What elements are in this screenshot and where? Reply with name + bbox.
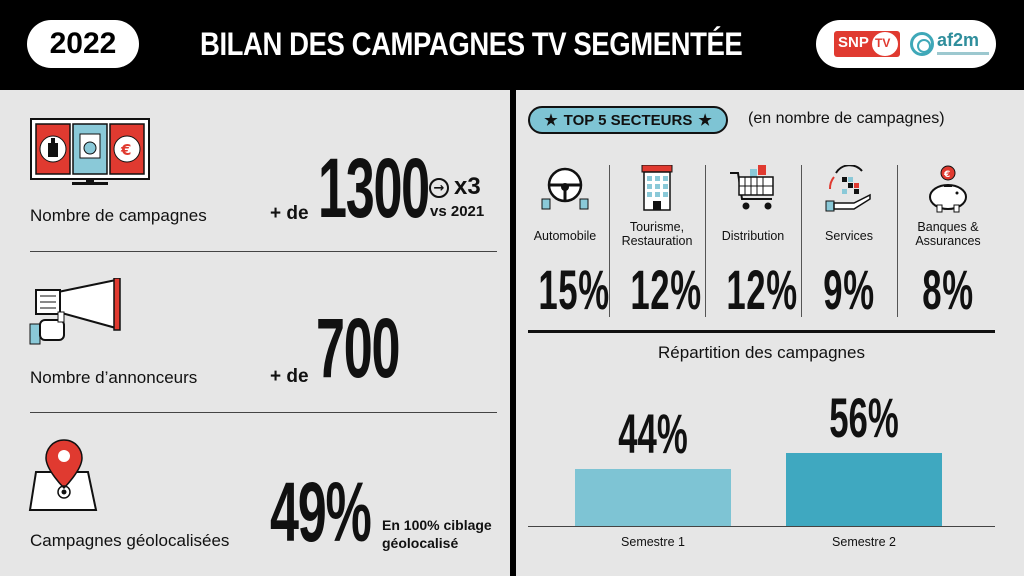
sector-pct: 15%	[538, 258, 610, 321]
header: 2022 BILAN DES CAMPAGNES TV SEGMENTÉE SN…	[0, 0, 1024, 90]
advertisers-value: 700	[316, 301, 400, 395]
bar-category-label: Semestre 1	[621, 535, 685, 549]
sector-distribution: Distribution 12%	[710, 165, 797, 321]
divider	[30, 412, 497, 413]
bar-value-label: 44%	[618, 401, 688, 465]
chart-baseline	[528, 526, 995, 527]
geolocated-value: 49%	[270, 465, 372, 559]
divider	[897, 165, 898, 317]
af2m-tagline	[937, 52, 989, 55]
steering-wheel-icon	[541, 167, 589, 210]
map-pin-icon	[28, 439, 98, 511]
services-hand-icon	[825, 165, 871, 212]
megaphone-icon	[29, 278, 121, 345]
star-icon: ★	[698, 112, 712, 129]
bar-1	[575, 468, 731, 526]
divider	[30, 251, 497, 252]
sector-name: Distribution	[721, 229, 785, 243]
top5-badge: ★ TOP 5 SECTEURS ★	[528, 106, 728, 134]
advertisers-label: Nombre d’annonceurs	[30, 368, 198, 387]
star-icon: ★	[544, 112, 558, 129]
repartition-title: Répartition des campagnes	[658, 343, 865, 362]
sector-tourism: Tourisme, Restauration 12%	[614, 165, 701, 321]
sector-name: Services	[825, 229, 873, 243]
hotel-building-icon	[641, 165, 673, 211]
piggy-bank-icon: €	[929, 165, 967, 213]
snp-logo-text: SNP	[838, 34, 869, 51]
geolocated-label: Campagnes géolocalisées	[30, 531, 230, 550]
logos: SNP TV af2m	[816, 20, 996, 68]
sector-services: Services 9%	[806, 165, 892, 321]
snp-tv-logo: SNP TV	[834, 31, 900, 57]
campaigns-value: 1300	[318, 141, 430, 235]
geolocated-note: En 100% ciblage géolocalisé	[382, 517, 492, 551]
divider	[801, 165, 802, 317]
top5-subtitle: (en nombre de campagnes)	[748, 110, 945, 127]
sector-automobile: Automobile 15%	[522, 165, 609, 321]
year-badge: 2022	[27, 20, 139, 68]
tv-logo-text: TV	[875, 36, 891, 50]
shopping-cart-icon	[730, 165, 774, 210]
growth-comparison: vs 2021	[430, 203, 485, 220]
sector-pct: 12%	[630, 258, 702, 321]
divider	[705, 165, 706, 317]
top5-title: TOP 5 SECTEURS	[563, 111, 693, 129]
page-title: BILAN DES CAMPAGNES TV SEGMENTÉE	[200, 26, 743, 62]
sector-pct: 12%	[726, 258, 798, 321]
af2m-logo-icon	[910, 32, 934, 56]
bar-2	[786, 453, 942, 526]
sector-pct: 9%	[823, 258, 875, 321]
sector-name: Tourisme, Restauration	[621, 220, 693, 248]
bar-value-label: 56%	[829, 386, 899, 450]
section-divider	[528, 330, 995, 333]
af2m-logo-text: af2m	[937, 30, 980, 50]
divider	[609, 165, 610, 317]
sector-name: Automobile	[533, 229, 597, 243]
sector-banks: € Banques & Assurances 8%	[902, 165, 994, 321]
sector-name: Banques & Assurances	[915, 220, 981, 248]
bar-category-label: Semestre 2	[832, 535, 896, 549]
campaigns-prefix: + de	[270, 203, 309, 224]
tv-icon: €	[30, 118, 150, 185]
campaigns-label: Nombre de campagnes	[30, 206, 207, 225]
svg-text:€: €	[120, 141, 131, 159]
svg-text:€: €	[943, 170, 950, 180]
sector-pct: 8%	[922, 258, 974, 321]
tv-bubble-icon: TV	[872, 32, 898, 56]
advertisers-prefix: + de	[270, 366, 309, 387]
arrow-right-icon: →	[429, 178, 449, 198]
growth-multiplier: x3	[454, 173, 481, 200]
